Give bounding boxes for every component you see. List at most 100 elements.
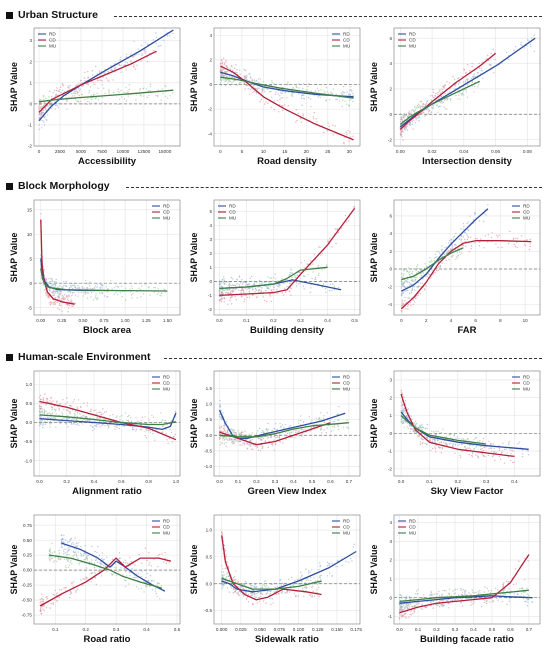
scatter-point-mu bbox=[125, 86, 127, 88]
scatter-point-rd bbox=[531, 37, 533, 39]
scatter-point-mu bbox=[69, 418, 71, 420]
scatter-point-cd bbox=[441, 88, 443, 90]
scatter-point-mu bbox=[46, 417, 49, 419]
scatter-point-cd bbox=[326, 130, 329, 132]
scatter-point-mu bbox=[154, 286, 157, 289]
scatter-point-cd bbox=[423, 112, 425, 114]
scatter-point-rd bbox=[91, 545, 93, 547]
scatter-point-cd bbox=[172, 436, 175, 438]
scatter-point-rd bbox=[530, 45, 532, 48]
scatter-point-cd bbox=[75, 84, 77, 86]
x-tick-label: 8 bbox=[499, 318, 502, 323]
scatter-point-cd bbox=[515, 237, 517, 239]
scatter-point-rd bbox=[148, 579, 150, 582]
scatter-point-rd bbox=[45, 281, 48, 283]
scatter-point-rd bbox=[412, 123, 414, 125]
scatter-point-rd bbox=[332, 283, 334, 285]
scatter-point-cd bbox=[275, 443, 277, 446]
scatter-point-rd bbox=[96, 551, 98, 554]
scatter-point-cd bbox=[239, 73, 241, 75]
scatter-point-cd bbox=[65, 296, 68, 298]
scatter-point-rd bbox=[138, 53, 140, 56]
scatter-point-mu bbox=[236, 440, 238, 442]
scatter-point-cd bbox=[401, 301, 403, 303]
x-tick-label: 5000 bbox=[76, 149, 87, 154]
scatter-point-cd bbox=[111, 558, 114, 561]
scatter-point-mu bbox=[437, 430, 439, 433]
scatter-point-mu bbox=[74, 294, 77, 296]
scatter-point-rd bbox=[100, 563, 102, 565]
scatter-point-cd bbox=[477, 455, 479, 457]
scatter-point-mu bbox=[140, 587, 142, 590]
scatter-point-rd bbox=[172, 32, 174, 35]
scatter-point-cd bbox=[501, 246, 503, 249]
scatter-point-cd bbox=[46, 294, 48, 297]
scatter-point-mu bbox=[39, 98, 41, 101]
scatter-point-mu bbox=[49, 551, 52, 553]
scatter-point-cd bbox=[223, 298, 226, 300]
scatter-point-rd bbox=[409, 284, 411, 286]
scatter-point-mu bbox=[165, 95, 167, 98]
scatter-point-cd bbox=[481, 61, 483, 64]
scatter-point-mu bbox=[415, 269, 417, 272]
scatter-point-mu bbox=[77, 419, 79, 421]
scatter-point-mu bbox=[314, 423, 316, 425]
scatter-point-cd bbox=[478, 67, 481, 69]
scatter-point-cd bbox=[233, 67, 236, 70]
scatter-point-rd bbox=[120, 64, 122, 67]
scatter-point-cd bbox=[125, 69, 127, 71]
scatter-point-mu bbox=[416, 107, 418, 109]
scatter-point-mu bbox=[125, 100, 128, 102]
scatter-point-rd bbox=[120, 71, 122, 73]
scatter-point-rd bbox=[85, 419, 87, 422]
scatter-point-cd bbox=[404, 300, 406, 302]
scatter-point-mu bbox=[251, 432, 253, 434]
scatter-point-mu bbox=[135, 99, 137, 101]
scatter-point-cd bbox=[498, 449, 500, 452]
y-tick-label: 2 bbox=[29, 59, 32, 64]
x-tick-label: 1.00 bbox=[121, 318, 130, 323]
scatter-point-mu bbox=[142, 293, 145, 295]
scatter-point-cd bbox=[290, 294, 292, 296]
scatter-point-rd bbox=[401, 418, 403, 421]
scatter-point-mu bbox=[412, 109, 414, 111]
scatter-point-cd bbox=[480, 238, 482, 240]
scatter-point-mu bbox=[153, 287, 155, 289]
scatter-point-cd bbox=[523, 243, 526, 246]
scatter-point-rd bbox=[139, 428, 141, 431]
scatter-point-cd bbox=[41, 600, 44, 603]
scatter-point-cd bbox=[443, 442, 445, 444]
scatter-point-rd bbox=[100, 557, 103, 560]
scatter-point-mu bbox=[128, 88, 131, 91]
scatter-point-cd bbox=[87, 71, 89, 73]
scatter-point-rd bbox=[69, 413, 71, 415]
scatter-point-rd bbox=[329, 283, 332, 286]
scatter-point-rd bbox=[219, 282, 221, 284]
scatter-point-cd bbox=[276, 99, 279, 102]
scatter-point-mu bbox=[248, 433, 251, 435]
scatter-point-mu bbox=[475, 446, 477, 448]
scatter-point-cd bbox=[102, 413, 104, 415]
scatter-point-mu bbox=[61, 411, 63, 414]
scatter-point-cd bbox=[320, 254, 322, 256]
scatter-point-rd bbox=[338, 96, 341, 99]
scatter-point-cd bbox=[86, 578, 88, 580]
scatter-point-cd bbox=[39, 394, 42, 397]
scatter-point-mu bbox=[129, 288, 131, 290]
scatter-point-rd bbox=[229, 283, 231, 286]
scatter-point-cd bbox=[444, 98, 446, 101]
scatter-point-mu bbox=[437, 111, 439, 114]
scatter-point-rd bbox=[498, 447, 501, 450]
scatter-point-cd bbox=[248, 296, 251, 298]
scatter-point-rd bbox=[218, 291, 221, 293]
scatter-point-cd bbox=[225, 59, 227, 62]
scatter-point-cd bbox=[264, 299, 266, 302]
legend-label-rd: RD bbox=[163, 375, 170, 380]
scatter-point-mu bbox=[65, 565, 67, 567]
series-line-mu bbox=[40, 268, 168, 292]
scatter-point-rd bbox=[302, 285, 305, 288]
scatter-point-mu bbox=[286, 281, 288, 284]
scatter-point-rd bbox=[238, 441, 240, 443]
series-line-rd bbox=[400, 411, 529, 450]
section-divider bbox=[126, 187, 542, 188]
